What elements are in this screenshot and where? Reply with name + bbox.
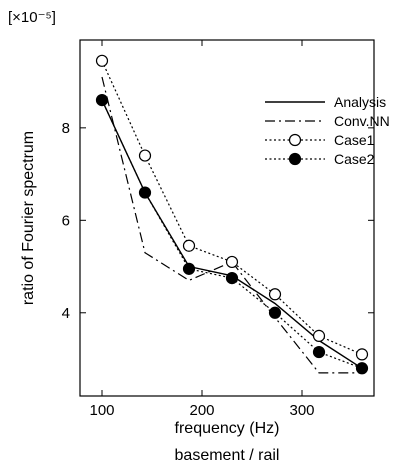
y-tick-label: 4 [62, 305, 70, 322]
legend-label: Case1 [334, 132, 375, 148]
plot-frame [79, 39, 375, 397]
x-tick-label: 100 [89, 402, 114, 419]
data-point-case2 [355, 362, 369, 375]
legend-label: Case2 [334, 151, 375, 167]
data-point-case1 [225, 255, 239, 269]
y-scale-label: [×10⁻⁵] [8, 9, 56, 26]
y-tick-label: 6 [62, 212, 70, 229]
chart-caption: basement / rail [175, 447, 280, 464]
data-point-case2 [225, 272, 239, 285]
y-tick-label: 8 [62, 120, 70, 137]
legend-label: Analysis [334, 94, 386, 110]
legend-marker [288, 133, 302, 147]
data-point-case1 [355, 348, 369, 361]
data-point-case1 [182, 239, 196, 252]
data-point-case1 [95, 54, 109, 67]
legend-label: Conv.NN [334, 113, 390, 129]
data-point-case2 [268, 306, 282, 319]
data-point-case2 [312, 345, 326, 359]
series-line-conv-nn [101, 76, 362, 374]
x-tick-label: 300 [289, 402, 314, 419]
legend-marker [288, 152, 302, 166]
data-point-case2 [138, 186, 152, 199]
data-point-case2 [95, 94, 109, 107]
data-point-case1 [268, 288, 282, 301]
series-layer [95, 54, 369, 375]
data-point-case2 [182, 262, 196, 275]
legend: Analysis Conv.NN Case1 Case2 [265, 94, 390, 167]
data-point-case1 [138, 149, 152, 162]
y-axis-label: ratio of Fourier spectrum [20, 131, 37, 305]
y-ticks: 4 6 8 [62, 120, 374, 322]
x-tick-label: 200 [189, 402, 214, 419]
x-axis-label: frequency (Hz) [175, 420, 280, 437]
x-ticks: 100 200 300 [89, 40, 315, 419]
series-line-case1 [101, 60, 363, 355]
data-point-case1 [312, 329, 326, 342]
